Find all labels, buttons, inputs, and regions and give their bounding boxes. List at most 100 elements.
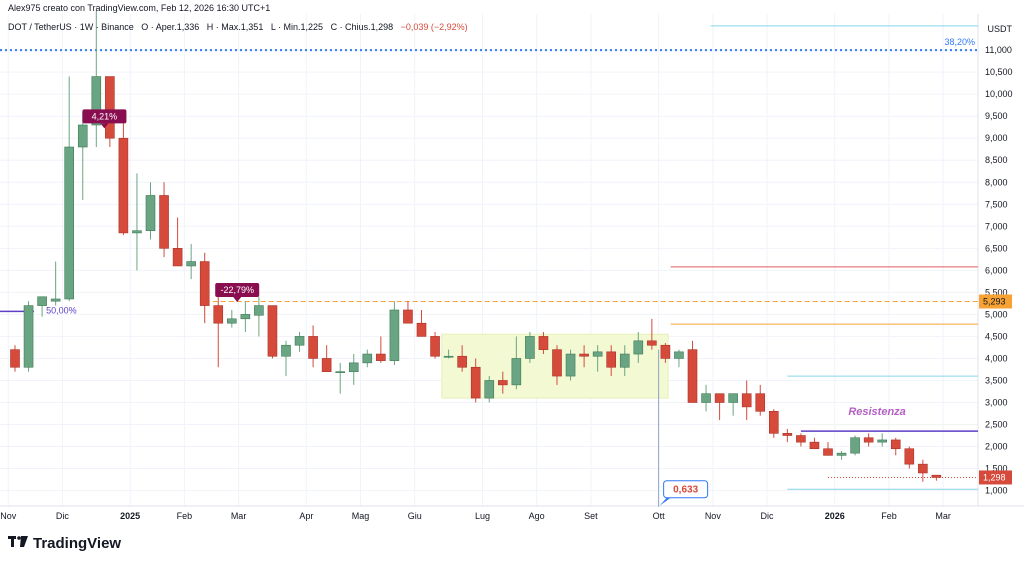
candle[interactable] bbox=[741, 393, 752, 408]
candle[interactable] bbox=[186, 261, 196, 267]
candle[interactable] bbox=[10, 349, 20, 368]
resistance-label: Resistenza bbox=[848, 406, 905, 418]
candle[interactable] bbox=[768, 410, 779, 434]
percent-change-label-pointer bbox=[233, 296, 242, 302]
candle[interactable] bbox=[525, 336, 535, 359]
candle[interactable] bbox=[240, 314, 251, 320]
candle[interactable] bbox=[199, 261, 210, 306]
time-tick-label: 2025 bbox=[120, 511, 140, 521]
candle[interactable] bbox=[918, 463, 928, 474]
candle[interactable] bbox=[430, 336, 440, 357]
candle[interactable] bbox=[105, 76, 115, 139]
price-tick-label: 4,000 bbox=[985, 353, 1008, 363]
price-tick-label: 8,500 bbox=[985, 155, 1008, 165]
candle[interactable] bbox=[647, 340, 657, 346]
candle[interactable] bbox=[281, 344, 291, 357]
candle[interactable] bbox=[701, 393, 711, 403]
candle[interactable] bbox=[728, 393, 738, 403]
candle[interactable] bbox=[443, 355, 454, 358]
price-tag-orange[interactable] bbox=[979, 294, 1012, 309]
candle[interactable] bbox=[619, 353, 630, 368]
candle[interactable] bbox=[606, 351, 617, 368]
candle[interactable] bbox=[823, 448, 833, 456]
time-tick-label: 2026 bbox=[825, 511, 845, 521]
candle[interactable] bbox=[50, 298, 61, 302]
candle[interactable] bbox=[91, 76, 102, 126]
time-tick-label: Ago bbox=[529, 511, 545, 521]
symbol-label[interactable]: DOT / TetherUS · 1W · Binance bbox=[8, 22, 134, 32]
candle[interactable] bbox=[470, 366, 481, 399]
candle[interactable] bbox=[172, 248, 183, 267]
candle[interactable] bbox=[497, 380, 508, 386]
candle[interactable] bbox=[796, 435, 806, 443]
candle[interactable] bbox=[565, 353, 576, 377]
price-tick-label: 5,500 bbox=[985, 287, 1008, 297]
price-tick-label: 10,500 bbox=[985, 67, 1013, 77]
candle[interactable] bbox=[308, 336, 318, 359]
candle[interactable] bbox=[37, 296, 47, 306]
candle[interactable] bbox=[877, 439, 888, 443]
candle[interactable] bbox=[23, 305, 34, 368]
candle[interactable] bbox=[863, 437, 874, 443]
price-tick-label: 1,500 bbox=[985, 464, 1008, 474]
candle[interactable] bbox=[579, 353, 589, 357]
time-tick-label: Nov bbox=[705, 511, 722, 521]
candle[interactable] bbox=[389, 309, 400, 361]
time-tick-label: Nov bbox=[0, 511, 17, 521]
candle[interactable] bbox=[633, 340, 644, 355]
candle[interactable] bbox=[362, 353, 373, 364]
candle[interactable] bbox=[552, 349, 562, 377]
time-tick-label: Giu bbox=[408, 511, 422, 521]
candle[interactable] bbox=[335, 371, 346, 373]
candle[interactable] bbox=[64, 146, 74, 300]
candle[interactable] bbox=[416, 322, 427, 337]
candle[interactable] bbox=[321, 358, 332, 372]
percent-change-label-box[interactable] bbox=[215, 282, 260, 297]
candle[interactable] bbox=[687, 349, 698, 403]
callout-pointer-icon bbox=[659, 497, 671, 506]
time-tick-label: Feb bbox=[881, 511, 897, 521]
close-value: C · Chius.1,298 bbox=[330, 22, 394, 32]
candle[interactable] bbox=[348, 362, 359, 372]
candle[interactable] bbox=[294, 336, 305, 346]
brand: TradingView bbox=[8, 535, 121, 552]
price-tick-label: 6,000 bbox=[985, 265, 1008, 275]
price-tick-label: 5,000 bbox=[985, 309, 1008, 319]
candle[interactable] bbox=[836, 452, 847, 456]
candle[interactable] bbox=[118, 137, 129, 234]
candle[interactable] bbox=[809, 441, 820, 450]
candle[interactable] bbox=[511, 358, 522, 386]
current-price-tag[interactable] bbox=[979, 470, 1012, 485]
candle[interactable] bbox=[159, 195, 169, 249]
candle[interactable] bbox=[538, 336, 549, 350]
candle[interactable] bbox=[254, 305, 264, 316]
candle[interactable] bbox=[592, 351, 603, 357]
candle[interactable] bbox=[457, 355, 467, 368]
candle[interactable] bbox=[267, 305, 278, 357]
candle[interactable] bbox=[403, 309, 413, 324]
candle[interactable] bbox=[484, 380, 495, 399]
low-value: L · Min.1,225 bbox=[270, 22, 324, 32]
candle[interactable] bbox=[132, 230, 142, 234]
candle[interactable] bbox=[674, 351, 684, 359]
candle[interactable] bbox=[227, 318, 237, 324]
price-tick-label: 2,000 bbox=[985, 442, 1008, 452]
time-tick-label: Ott bbox=[653, 511, 666, 521]
candle[interactable] bbox=[145, 195, 156, 232]
candle[interactable] bbox=[714, 393, 725, 403]
time-tick-label: Dic bbox=[761, 511, 774, 521]
percent-change-label-box[interactable] bbox=[82, 109, 127, 124]
candle[interactable] bbox=[755, 393, 766, 412]
candle[interactable] bbox=[376, 353, 386, 361]
candle[interactable] bbox=[890, 439, 901, 450]
candle[interactable] bbox=[850, 437, 860, 454]
candle[interactable] bbox=[782, 433, 793, 436]
candle[interactable] bbox=[660, 344, 671, 359]
price-tick-label: 9,500 bbox=[985, 111, 1008, 121]
currency-unit: USDT bbox=[987, 24, 1013, 34]
candle[interactable] bbox=[213, 305, 224, 324]
low-price-callout[interactable] bbox=[663, 480, 709, 499]
candle[interactable] bbox=[904, 448, 915, 465]
candle[interactable] bbox=[77, 124, 88, 148]
